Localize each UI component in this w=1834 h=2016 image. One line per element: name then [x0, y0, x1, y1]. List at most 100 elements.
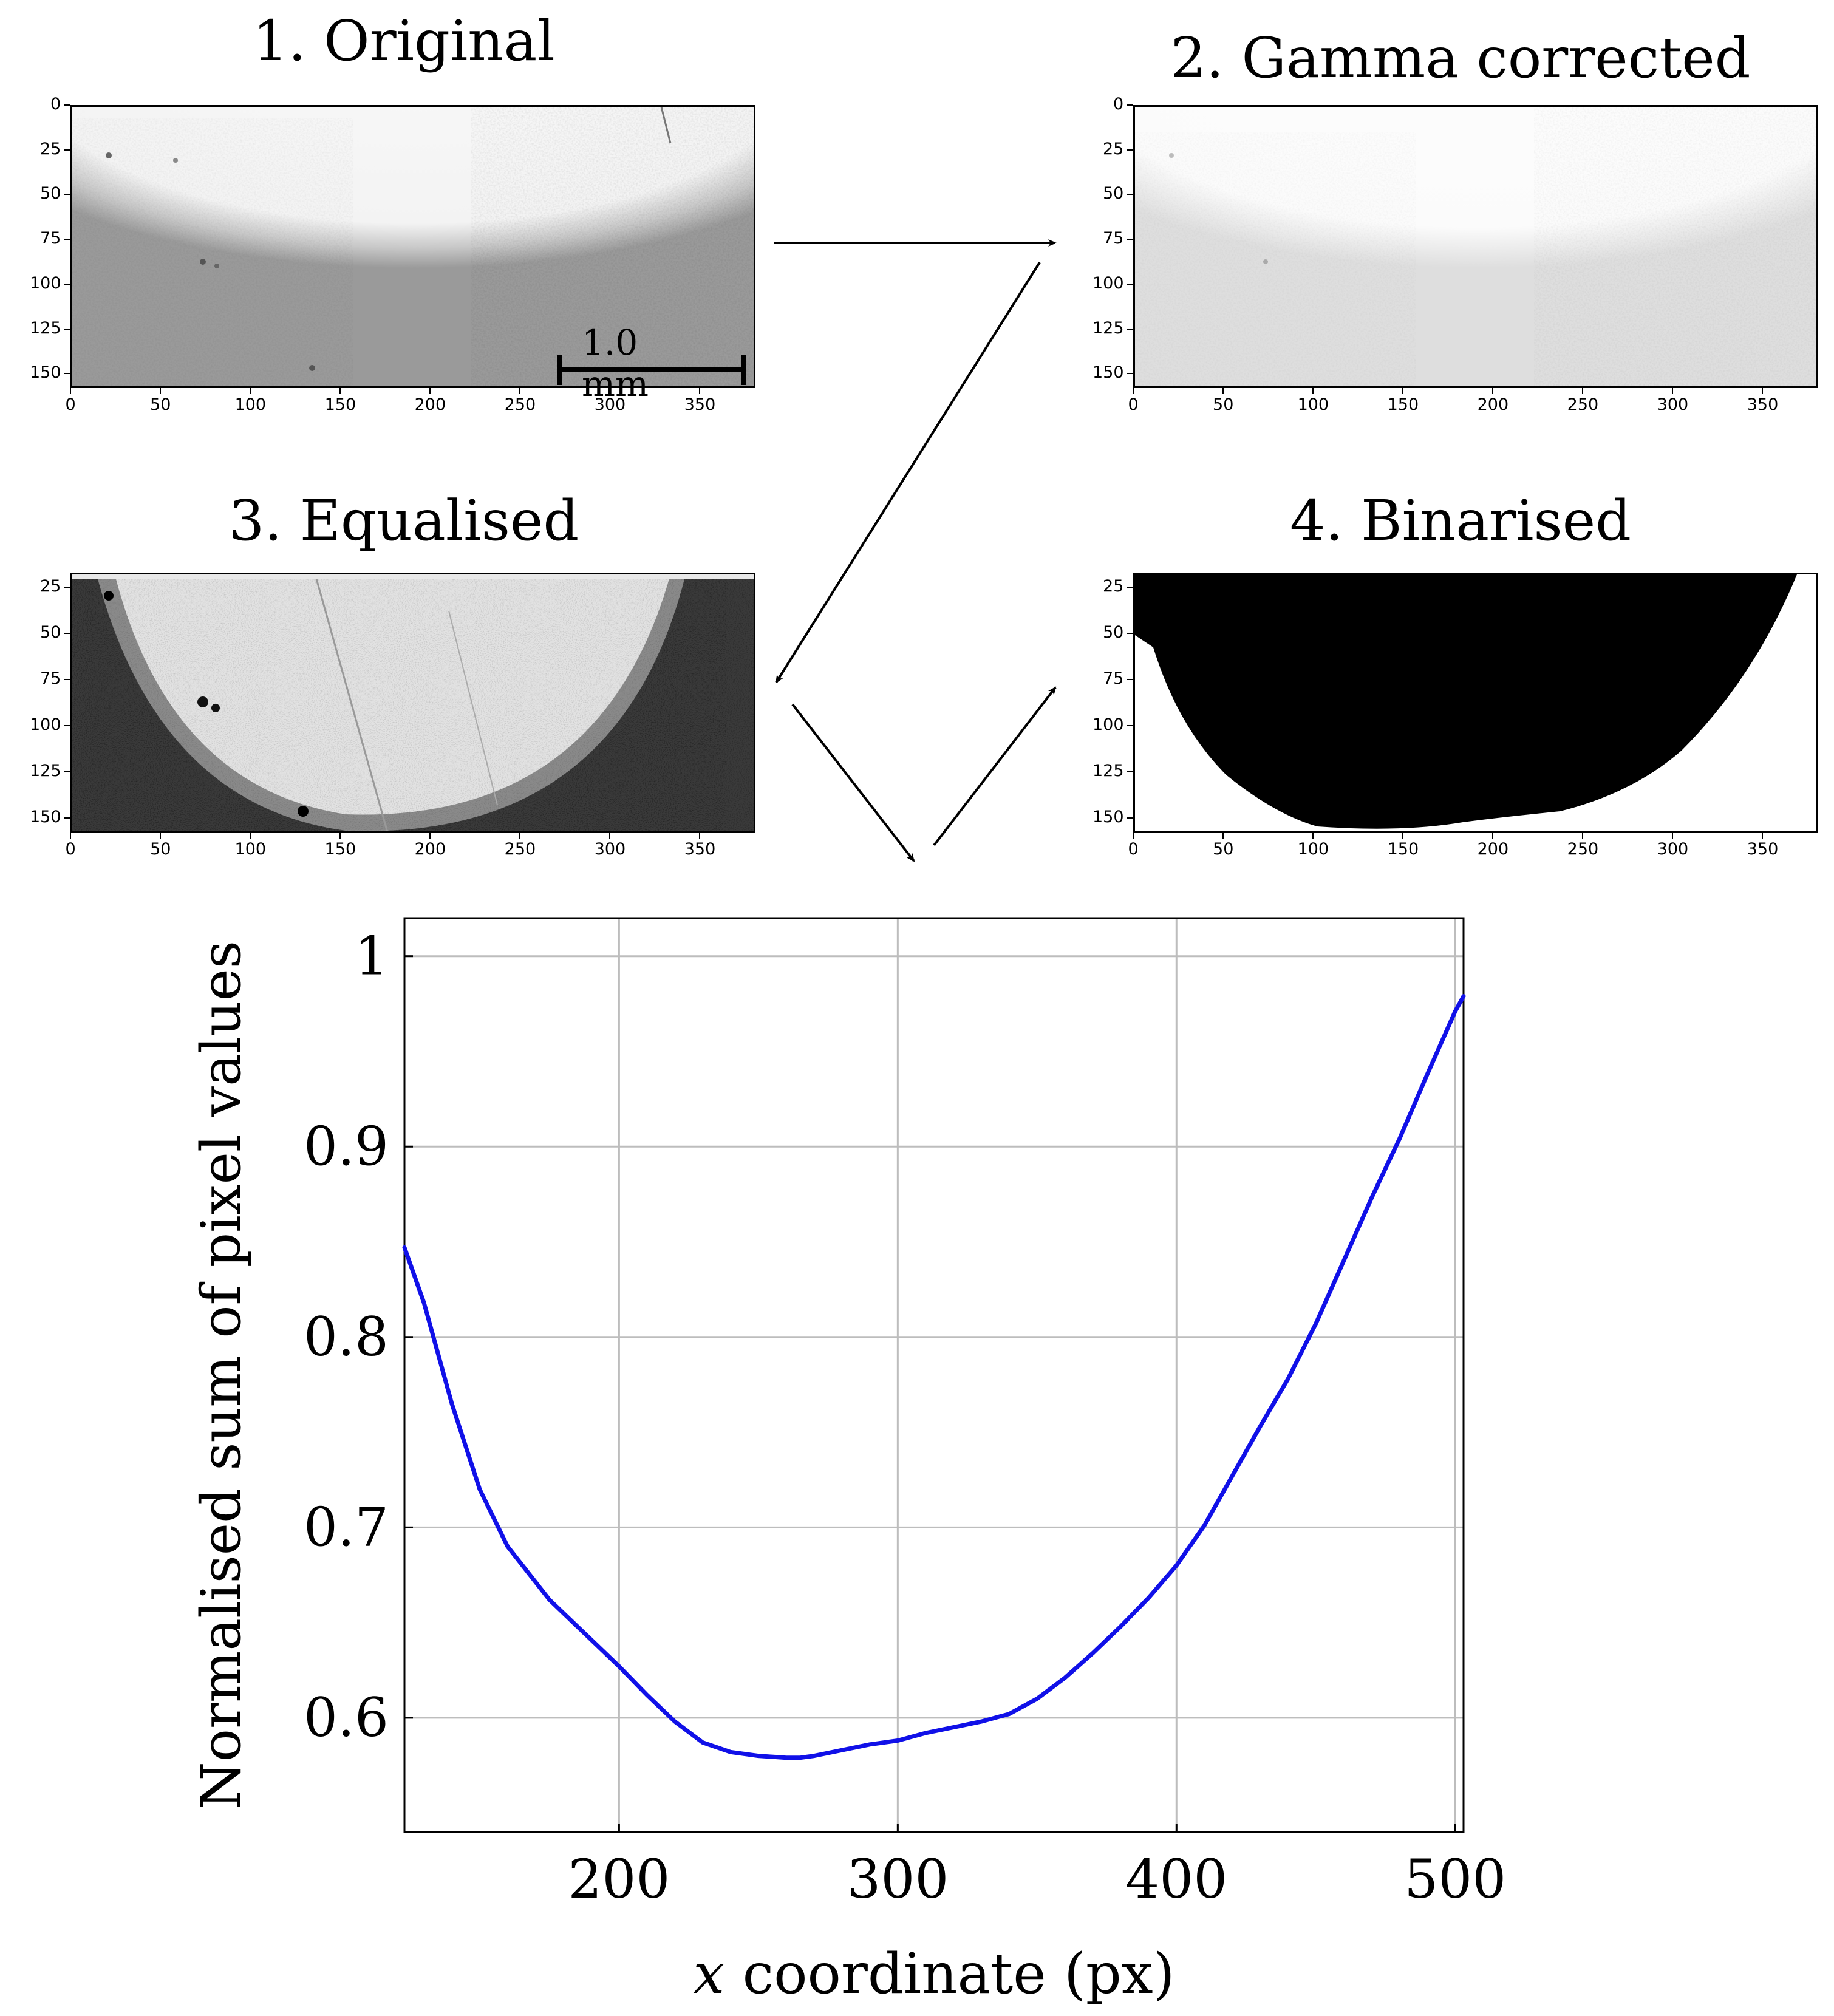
panel-1-xtick-label: 100: [234, 395, 267, 414]
panel-2-ytick-label: 0: [1113, 95, 1124, 114]
y-tick-label: 0.7: [304, 1496, 389, 1558]
panel-1-ytick-mark: [64, 104, 70, 106]
panel-2-xtick-mark: [1312, 388, 1314, 394]
panel-3-ytick-label: 50: [40, 623, 61, 642]
panel-2-ytick-label: 25: [1103, 139, 1124, 158]
arrow-equalised-to-profile: [791, 703, 915, 862]
panel-2-ytick-mark: [1127, 104, 1133, 106]
arrows-layer: [774, 239, 1057, 862]
x-tick-label: 200: [568, 1848, 670, 1910]
panel-4-xtick-mark: [1133, 833, 1134, 839]
panel-3-xtick-label: 150: [324, 840, 356, 859]
panel-1-xtick-label: 250: [504, 395, 536, 414]
panel-1-ytick-mark: [64, 149, 70, 151]
x-tick-label: 300: [847, 1848, 949, 1910]
panel-1-xtick-label: 150: [324, 395, 356, 414]
panel-1-ytick-label: 75: [40, 229, 61, 248]
panel-3-xtick-mark: [339, 833, 341, 839]
binarised-region: [1135, 574, 1797, 829]
panel-3-xtick-mark: [70, 833, 71, 839]
panel-1-xtick-mark: [609, 388, 611, 394]
panel-4-xtick-label: 200: [1477, 840, 1509, 859]
panel-1-ytick-label: 125: [30, 318, 61, 338]
panel-1-title: 1. Original: [253, 9, 555, 73]
panel-1-ytick-label: 150: [30, 363, 61, 383]
panel-2-xtick-label: 250: [1567, 395, 1599, 414]
binarised-image: [1133, 573, 1818, 833]
panel-3-ytick-mark: [64, 817, 70, 819]
panel-3-title: 3. Equalised: [228, 488, 579, 553]
panel-4-xtick-label: 50: [1213, 840, 1234, 859]
panel-2-xtick-label: 0: [1128, 395, 1139, 414]
y-tick-label: 1: [355, 925, 389, 987]
panel-2-ytick-label: 75: [1103, 229, 1124, 248]
panel-3-xtick-label: 300: [594, 840, 626, 859]
panel-3-ytick-mark: [64, 633, 70, 635]
panel-4-title: 4. Binarised: [1289, 488, 1632, 553]
panel-3-xtick-label: 250: [504, 840, 536, 859]
binarised-image-render: [1135, 574, 1816, 831]
x-axis-label: x coordinate (px): [693, 1941, 1174, 2006]
scale-bar: [557, 367, 746, 372]
panel-3-ytick-label: 125: [30, 761, 61, 780]
gamma-image: [1133, 105, 1818, 388]
panel-3-xtick-label: 200: [414, 840, 446, 859]
x-tick-label: 500: [1404, 1848, 1506, 1910]
panel-4-xtick-label: 300: [1657, 840, 1689, 859]
panel-1-ytick-mark: [64, 194, 70, 196]
panel-2-xtick-mark: [1492, 388, 1494, 394]
x-axis-label-rest: coordinate (px): [724, 1941, 1174, 2006]
panel-1-xtick-mark: [160, 388, 162, 394]
panel-2-ytick-label: 100: [1093, 273, 1124, 293]
panel-1-ytick-label: 50: [40, 184, 61, 203]
panel-4-xtick-label: 250: [1567, 840, 1599, 859]
panel-3-xtick-label: 50: [150, 840, 171, 859]
panel-1-ytick-mark: [64, 283, 70, 285]
panel-4-ytick-mark: [1127, 724, 1133, 726]
panel-4-ytick-label: 25: [1103, 577, 1124, 596]
gamma-image-render: [1135, 107, 1816, 386]
panel-2-xtick-mark: [1402, 388, 1404, 394]
panel-4-xtick-label: 0: [1128, 840, 1139, 859]
panel-2-xtick-label: 350: [1747, 395, 1779, 414]
equalised-image: [70, 573, 755, 833]
panel-1-xtick-label: 300: [594, 395, 626, 414]
panel-1-xtick-label: 350: [684, 395, 716, 414]
panel-4-xtick-mark: [1762, 833, 1764, 839]
scale-bar-left-cap: [557, 355, 562, 385]
panel-1-xtick-label: 200: [414, 395, 446, 414]
panel-3-ytick-mark: [64, 679, 70, 681]
panel-4-ytick-label: 75: [1103, 669, 1124, 689]
panel-4-xtick-mark: [1312, 833, 1314, 839]
panel-1-ytick-label: 0: [50, 95, 61, 114]
panel-3-xtick-mark: [429, 833, 431, 839]
panel-4-xtick-mark: [1402, 833, 1404, 839]
panel-1-ytick-mark: [64, 239, 70, 240]
panel-3-ytick-label: 150: [30, 807, 61, 826]
panel-4-ytick-mark: [1127, 679, 1133, 681]
panel-4-ytick-label: 125: [1093, 761, 1124, 780]
panel-1-ytick-mark: [64, 373, 70, 375]
panel-2-ytick-mark: [1127, 239, 1133, 240]
panel-4-xtick-mark: [1582, 833, 1584, 839]
panel-3-xtick-mark: [609, 833, 611, 839]
panel-1-xtick-label: 50: [150, 395, 171, 414]
panel-2-ytick-mark: [1127, 149, 1133, 151]
panel-2-ytick-label: 150: [1093, 363, 1124, 383]
panel-3-xtick-label: 350: [684, 840, 716, 859]
panel-3-ytick-mark: [64, 771, 70, 772]
panel-2-xtick-label: 150: [1387, 395, 1419, 414]
panel-2-xtick-mark: [1133, 388, 1134, 394]
panel-1-xtick-mark: [429, 388, 431, 394]
panel-3-xtick-mark: [250, 833, 251, 839]
panel-1-xtick-label: 0: [65, 395, 76, 414]
panel-4-ytick-mark: [1127, 817, 1133, 819]
panel-1-ytick-label: 100: [30, 273, 61, 293]
panel-2-ytick-label: 50: [1103, 184, 1124, 203]
equalised-image-render: [72, 574, 754, 831]
panel-4-ytick-label: 50: [1103, 623, 1124, 642]
panel-1-xtick-mark: [699, 388, 701, 394]
panel-2-xtick-label: 300: [1657, 395, 1689, 414]
panel-3-xtick-label: 100: [234, 840, 267, 859]
